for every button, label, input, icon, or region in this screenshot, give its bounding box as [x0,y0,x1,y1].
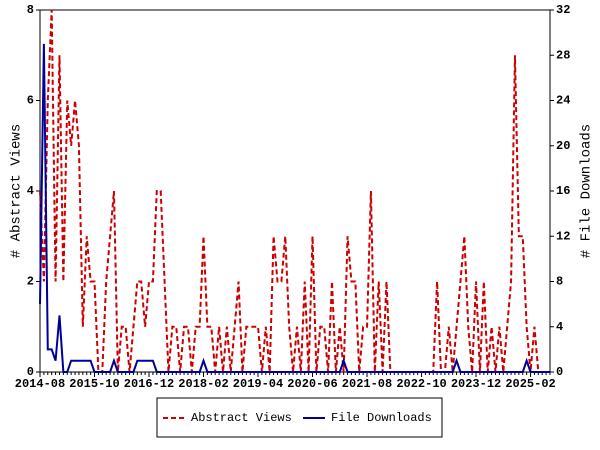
x-tick-label: 2022-10 [396,377,446,391]
y2-tick-label: 20 [556,139,570,153]
x-tick-label: 2023-12 [451,377,501,391]
plot-frame [39,9,551,373]
y-tick-label: 0 [27,365,34,379]
y2-tick-label: 16 [556,184,570,198]
y2-tick-label: 8 [556,275,563,289]
y-axis-label: # Abstract Views [9,124,25,258]
x-tick-label: 2015-10 [69,377,119,391]
legend-label: Abstract Views [191,411,292,425]
y-tick-label: 4 [27,184,34,198]
legend-box [156,397,443,438]
x-tick-label: 2018-02 [178,377,228,391]
x-tick-label: 2014-08 [15,377,65,391]
y-tick-label: 6 [27,94,34,108]
y2-tick-label: 28 [556,48,570,62]
x-tick-label: 2016-12 [124,377,174,391]
y2-tick-label: 4 [556,320,563,334]
y2-tick-label: 24 [556,94,570,108]
x-tick-label: 2025-02 [505,377,555,391]
y-tick-label: 2 [27,275,34,289]
x-tick-label: 2020-06 [287,377,337,391]
x-tick-label: 2019-04 [233,377,283,391]
y2-tick-label: 12 [556,229,570,243]
series-line [39,9,550,373]
y-tick-label: 8 [27,3,34,17]
legend-label: File Downloads [331,411,432,425]
y2-axis-label: # File Downloads [579,124,595,258]
x-tick-label: 2021-08 [342,377,392,391]
series-line [39,43,550,373]
y2-tick-label: 32 [556,3,570,17]
y2-tick-label: 0 [556,365,563,379]
